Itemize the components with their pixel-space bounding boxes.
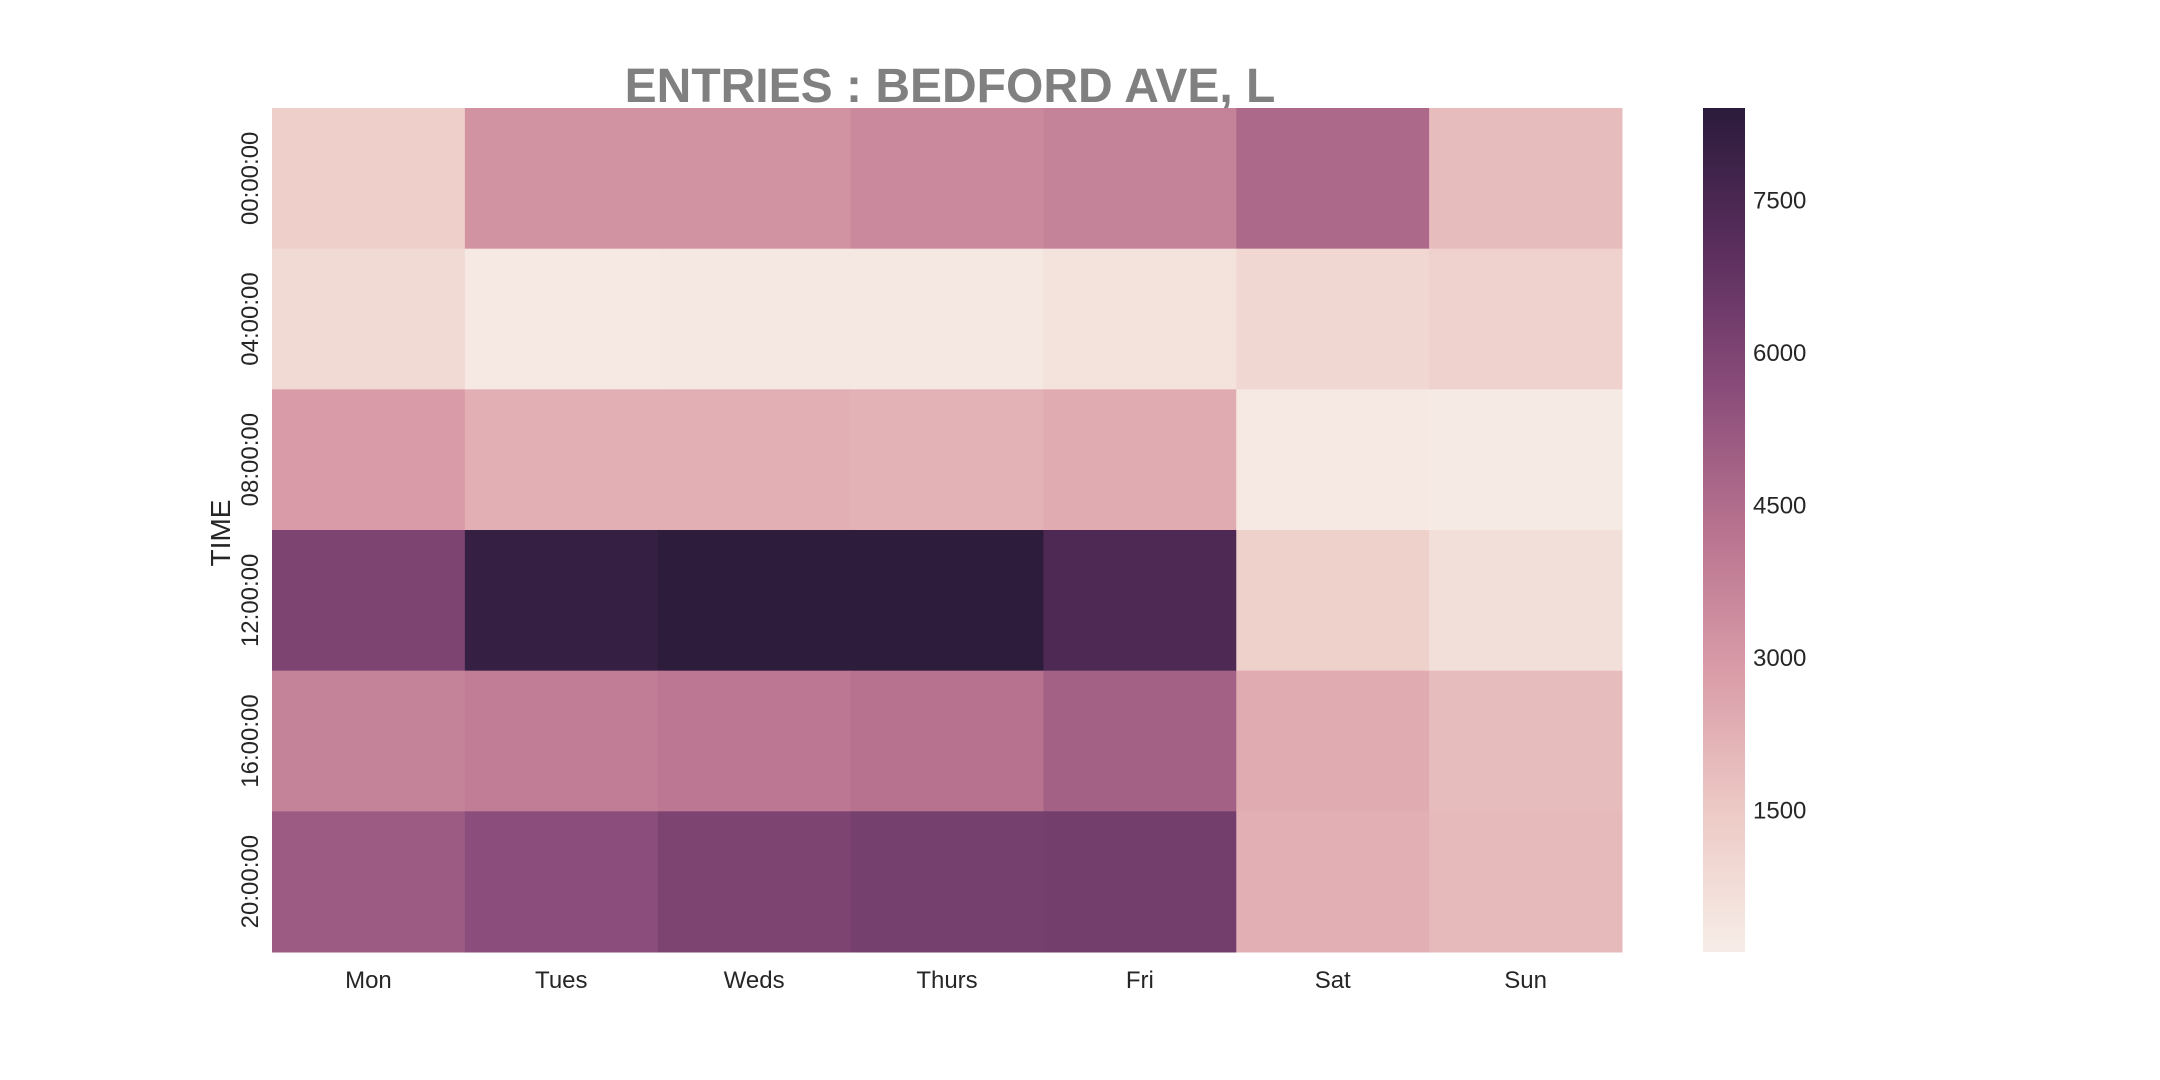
- heatmap-cell: [850, 389, 1044, 531]
- heatmap-cell: [850, 670, 1044, 812]
- heatmap-cell: [1043, 389, 1237, 531]
- heatmap-cell: [1043, 811, 1237, 953]
- y-axis-ticks: 00:00:00 04:00:00 08:00:00 12:00:00 16:00:00…: [237, 132, 264, 929]
- heatmap-cell: [272, 248, 466, 390]
- y-tick-label: 20:00:00: [237, 835, 264, 928]
- heatmap-cell: [1236, 248, 1430, 390]
- heatmap-cell: [1236, 389, 1430, 531]
- y-axis-label: TIME: [205, 500, 236, 567]
- x-tick-label: Mon: [345, 967, 392, 994]
- heatmap-cell: [657, 108, 852, 250]
- y-tick-label: 12:00:00: [237, 554, 264, 647]
- heatmap-cell: [1429, 811, 1623, 953]
- x-tick-label: Tues: [535, 967, 587, 994]
- heatmap-cell: [464, 811, 659, 953]
- heatmap-cell: [1236, 530, 1430, 672]
- colorbar-ticks: 1500 3000 4500 6000 7500: [1753, 188, 1806, 825]
- heatmap-cell: [850, 811, 1044, 953]
- heatmap-cell: [1429, 108, 1623, 250]
- heatmap-cell: [272, 670, 466, 812]
- y-tick-label: 16:00:00: [237, 694, 264, 787]
- heatmap-cell: [272, 811, 466, 953]
- heatmap-cell: [464, 248, 659, 390]
- x-axis-ticks: Mon Tues Weds Thurs Fri Sat Sun: [345, 967, 1547, 994]
- heatmap-cell: [657, 811, 852, 953]
- heatmap-cell: [1043, 248, 1237, 390]
- heatmap-cell: [1043, 670, 1237, 812]
- x-tick-label: Sun: [1504, 967, 1547, 994]
- heatmap-cell: [657, 530, 852, 672]
- y-tick-label: 00:00:00: [237, 132, 264, 225]
- x-tick-label: Weds: [724, 967, 785, 994]
- heatmap-cell: [1429, 248, 1623, 390]
- heatmap-cell: [464, 530, 659, 672]
- heatmap-cell: [1236, 670, 1430, 812]
- heatmap-cell: [464, 108, 659, 250]
- heatmap-cell: [464, 670, 659, 812]
- heatmap-cells: [272, 108, 1623, 953]
- heatmap-cell: [657, 389, 852, 531]
- x-tick-label: Thurs: [916, 967, 977, 994]
- y-tick-label: 08:00:00: [237, 413, 264, 506]
- colorbar-tick-label: 1500: [1753, 798, 1806, 825]
- colorbar-tick-label: 3000: [1753, 645, 1806, 672]
- colorbar: [1703, 108, 1745, 952]
- heatmap-cell: [1043, 108, 1237, 250]
- heatmap-cell: [657, 248, 852, 390]
- heatmap-cell: [657, 670, 852, 812]
- x-tick-label: Sat: [1315, 967, 1351, 994]
- heatmap-cell: [1429, 389, 1623, 531]
- heatmap-cell: [1043, 530, 1237, 672]
- heatmap-cell: [272, 108, 466, 250]
- heatmap-cell: [1236, 108, 1430, 250]
- chart-title: ENTRIES : BEDFORD AVE, L: [625, 60, 1276, 113]
- heatmap-cell: [850, 530, 1044, 672]
- heatmap-cell: [1236, 811, 1430, 953]
- colorbar-tick-label: 4500: [1753, 493, 1806, 520]
- heatmap-cell: [850, 248, 1044, 390]
- x-tick-label: Fri: [1126, 967, 1154, 994]
- heatmap-cell: [850, 108, 1044, 250]
- y-tick-label: 04:00:00: [237, 272, 264, 365]
- colorbar-tick-label: 6000: [1753, 340, 1806, 367]
- colorbar-tick-label: 7500: [1753, 188, 1806, 215]
- heatmap-cell: [272, 530, 466, 672]
- heatmap-cell: [1429, 670, 1623, 812]
- heatmap-cell: [1429, 530, 1623, 672]
- heatmap-cell: [272, 389, 466, 531]
- heatmap-cell: [464, 389, 659, 531]
